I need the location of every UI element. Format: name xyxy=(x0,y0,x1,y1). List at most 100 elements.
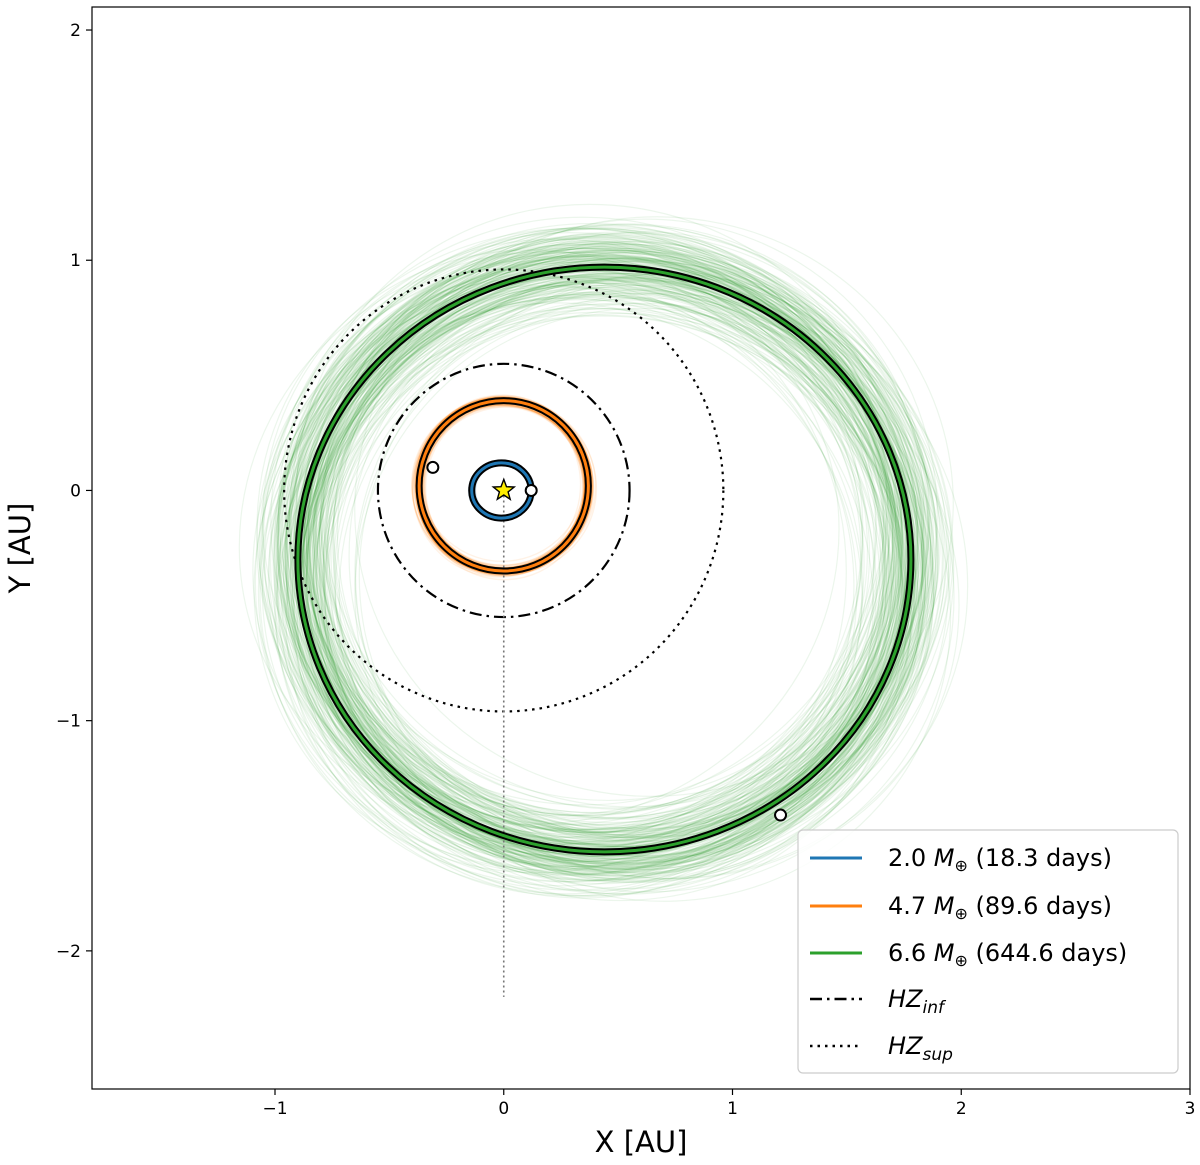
orbit-sample xyxy=(334,274,945,873)
orbit-sample xyxy=(318,232,930,829)
orbit-sample xyxy=(296,312,912,897)
best-fit-orbit-planet-3 xyxy=(294,263,915,856)
x-tick-label: −1 xyxy=(262,1099,287,1119)
orbit-sample xyxy=(277,216,889,806)
orbit-sample xyxy=(289,244,887,834)
orbit-sample xyxy=(286,241,896,845)
legend-label-hz-sup: HZsup xyxy=(888,1032,953,1065)
orbit-sample xyxy=(294,254,903,861)
orbit-sample xyxy=(323,289,923,868)
orbit-sample xyxy=(303,249,929,824)
planet-marker-3 xyxy=(774,808,788,822)
orbit-sample xyxy=(274,225,888,817)
orbit-sample xyxy=(292,258,905,857)
orbit-sample xyxy=(320,263,927,861)
orbit-sample xyxy=(300,307,907,902)
orbit-sample xyxy=(306,279,912,877)
orbit-sample xyxy=(295,292,927,876)
y-tick-label: 2 xyxy=(70,21,81,41)
orbit-sample xyxy=(298,281,887,871)
orbit-sample xyxy=(308,288,911,877)
orbit-sample xyxy=(336,218,938,831)
orbit-sample xyxy=(309,278,923,865)
orbit-sample xyxy=(355,302,960,880)
orbit-sample xyxy=(273,275,875,860)
orbit-sample xyxy=(291,314,905,892)
orbit-sample xyxy=(332,258,939,842)
y-tick-label: −1 xyxy=(56,712,81,732)
orbit-sample xyxy=(286,247,894,831)
orbit-sample xyxy=(312,302,923,877)
orbit-sample xyxy=(303,294,912,895)
orbit-sample xyxy=(325,257,952,830)
orbit-sample xyxy=(259,267,862,842)
planet-marker-1 xyxy=(524,483,538,497)
orbit-sample xyxy=(293,226,887,814)
orbit-sample xyxy=(261,239,877,825)
orbit-sample xyxy=(275,261,886,862)
orbit-sample xyxy=(300,240,894,830)
orbit-sample xyxy=(277,297,874,899)
orbit-sample xyxy=(306,291,900,885)
orbit-sample xyxy=(312,282,886,868)
orbit-sample xyxy=(354,280,969,880)
orbit-sample xyxy=(253,263,863,874)
x-axis-label: X [AU] xyxy=(595,1125,688,1159)
orbit-sample xyxy=(281,235,897,834)
orbit-sample xyxy=(288,223,899,820)
orbit-sample xyxy=(333,240,948,838)
orbit-sample xyxy=(276,246,895,831)
orbit-sample xyxy=(290,293,903,873)
orbit-sample xyxy=(286,287,905,882)
orbit-sample xyxy=(273,260,899,862)
orbit-sample xyxy=(317,272,926,871)
habitable-zone-layer xyxy=(283,268,725,997)
orbit-sample xyxy=(330,251,941,848)
orbit-sample xyxy=(315,295,907,880)
orbit-sample xyxy=(323,259,946,864)
orbit-sample xyxy=(321,284,929,876)
orbit-sample xyxy=(282,274,897,881)
x-tick-label: 0 xyxy=(498,1099,509,1119)
orbit-sample xyxy=(308,246,923,839)
orbit-sample xyxy=(327,260,928,843)
orbit-sample xyxy=(319,224,932,838)
orbit-sample xyxy=(256,258,875,835)
orbit-sample xyxy=(338,297,955,893)
orbit-sample xyxy=(304,280,900,874)
orbit-sample xyxy=(291,275,916,874)
orbit-sample xyxy=(309,251,904,846)
orbit-sample xyxy=(296,203,903,801)
legend-frame xyxy=(797,829,1179,1074)
orbit-sample xyxy=(257,302,863,887)
orbit-sample xyxy=(293,307,908,897)
orbit-sample xyxy=(314,236,904,826)
x-tick-label: 3 xyxy=(1185,1099,1196,1119)
y-tick-label: 1 xyxy=(70,251,81,271)
orbit-sample xyxy=(262,232,864,839)
orbit-sample xyxy=(252,269,864,846)
orbit-sample xyxy=(280,291,888,875)
star-icon xyxy=(491,477,517,501)
orbit-sample xyxy=(305,243,903,844)
orbit-sample xyxy=(297,273,902,865)
orbit-sample xyxy=(283,237,890,842)
best-fit-orbits xyxy=(294,263,915,856)
orbit-sample xyxy=(324,292,950,860)
axis-ticks: −1 0 1 2 3 −2 −1 0 1 2 xyxy=(56,21,1195,1119)
orbit-sample xyxy=(279,228,909,831)
orbit-sample xyxy=(270,281,888,859)
orbit-sample xyxy=(276,293,890,875)
orbit-sample xyxy=(279,251,898,857)
orbit-sample xyxy=(277,247,900,838)
orbit-sample xyxy=(348,267,955,858)
orbit-sample xyxy=(307,238,927,834)
orbit-sample xyxy=(302,308,913,895)
orbit-sample xyxy=(354,216,954,797)
orbit-sample xyxy=(320,223,925,809)
orbit-sample xyxy=(295,255,924,820)
orbit-sample xyxy=(289,255,889,833)
orbit-sample xyxy=(306,253,917,853)
orbit-sample xyxy=(315,277,917,869)
orbit-sample xyxy=(268,267,881,851)
